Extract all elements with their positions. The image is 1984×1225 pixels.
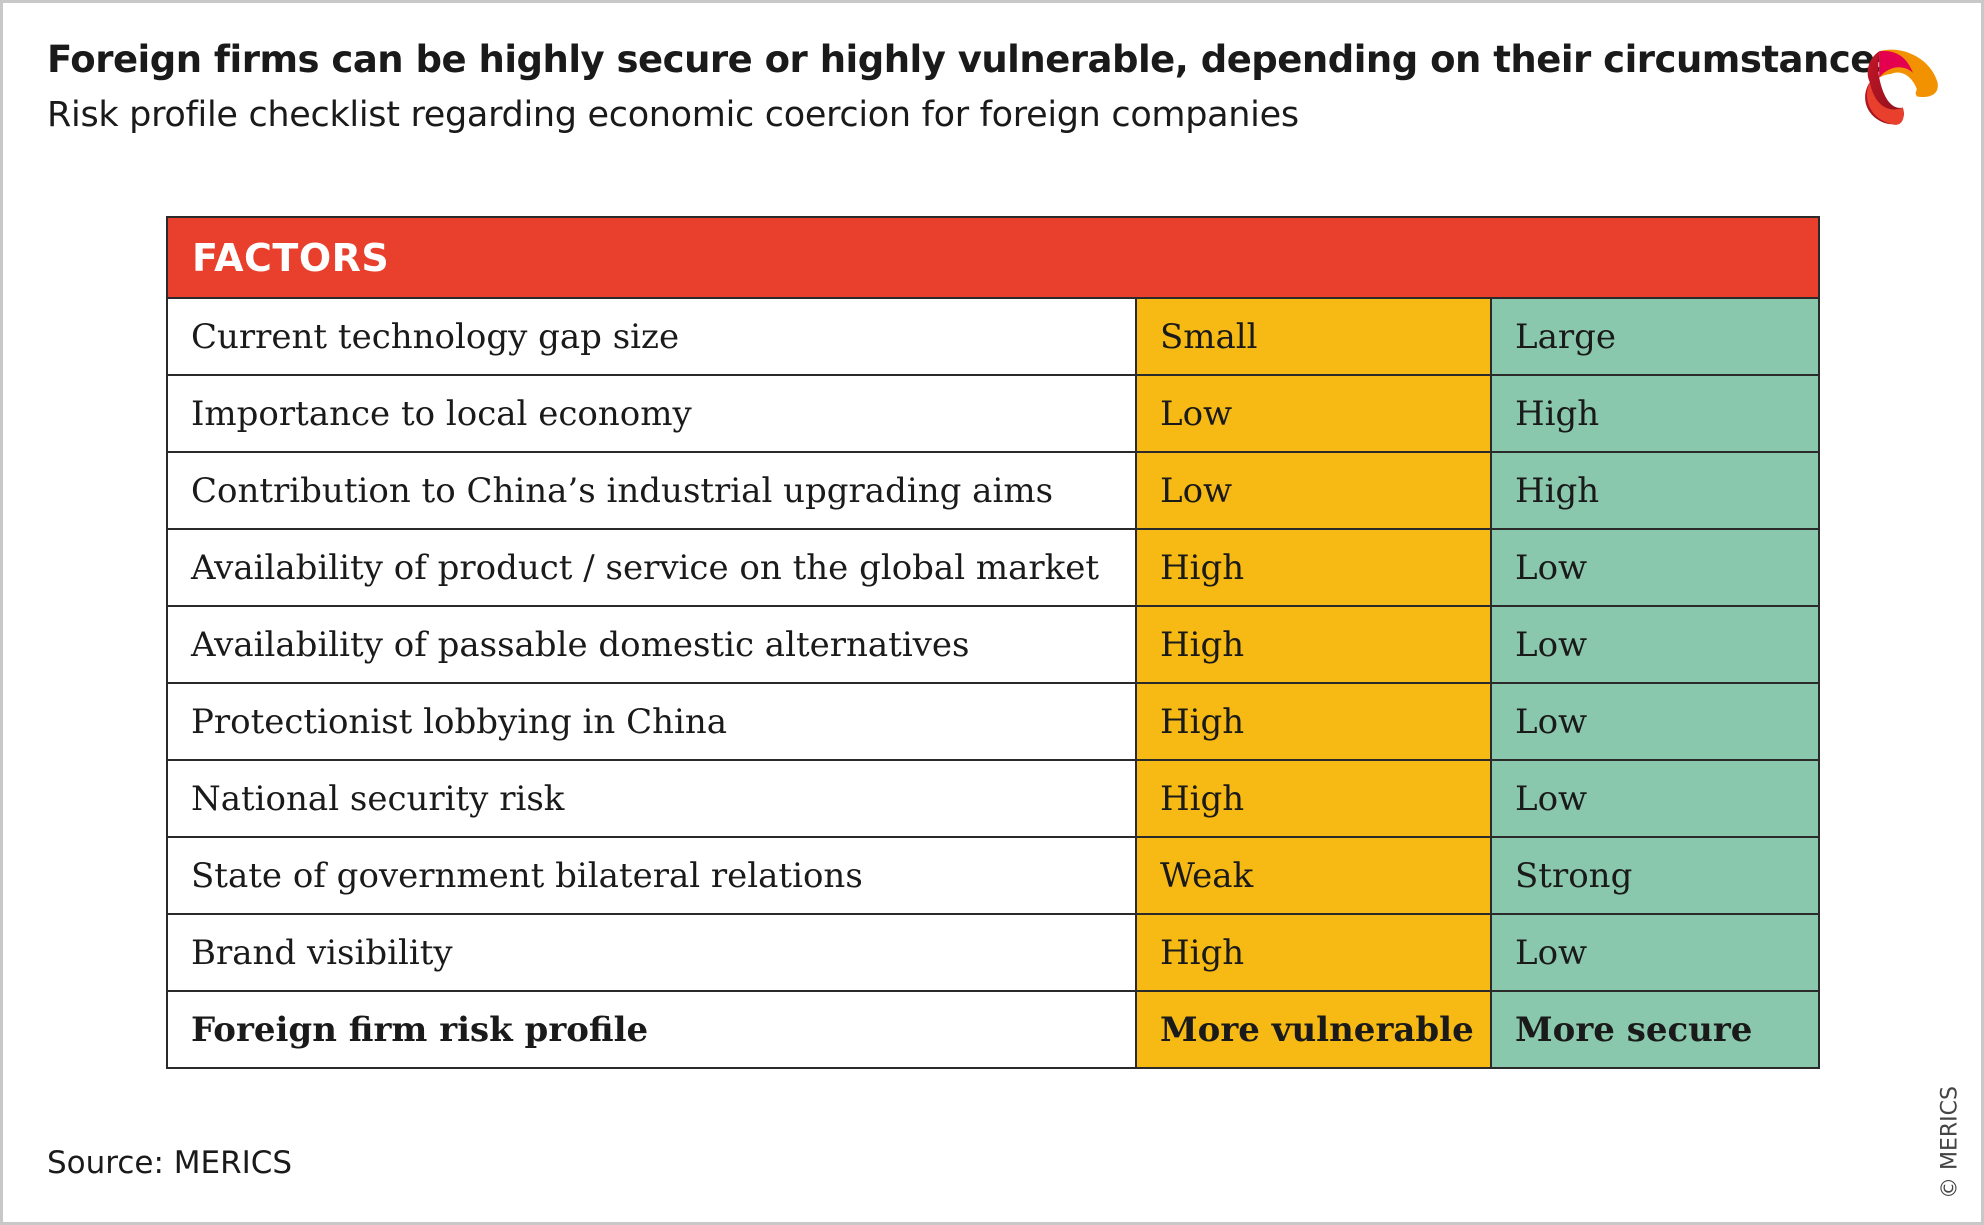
copyright-note: © MERICS xyxy=(1937,1086,1963,1199)
factor-cell: Importance to local economy xyxy=(166,374,1137,453)
vulnerable-cell: High xyxy=(1135,913,1492,992)
vulnerable-cell: More vulnerable xyxy=(1135,990,1492,1069)
secure-cell: Low xyxy=(1490,528,1820,607)
factor-cell: Brand visibility xyxy=(166,913,1137,992)
table-row: National security risk High Low xyxy=(166,759,1820,838)
factor-cell: Availability of passable domestic altern… xyxy=(166,605,1137,684)
table-row: Availability of product / service on the… xyxy=(166,528,1820,607)
table-row: Importance to local economy Low High xyxy=(166,374,1820,453)
factor-cell: State of government bilateral relations xyxy=(166,836,1137,915)
vulnerable-cell: High xyxy=(1135,759,1492,838)
merics-logo-icon xyxy=(1865,49,1938,125)
secure-cell: More secure xyxy=(1490,990,1820,1069)
factor-cell: Current technology gap size xyxy=(166,297,1137,376)
vulnerable-cell: High xyxy=(1135,605,1492,684)
factor-cell: Contribution to China’s industrial upgra… xyxy=(166,451,1137,530)
factor-cell: National security risk xyxy=(166,759,1137,838)
factor-cell: Availability of product / service on the… xyxy=(166,528,1137,607)
secure-cell: High xyxy=(1490,374,1820,453)
secure-cell: Strong xyxy=(1490,836,1820,915)
table-header-factors: FACTORS xyxy=(167,217,1819,298)
secure-cell: Large xyxy=(1490,297,1820,376)
vulnerable-cell: Small xyxy=(1135,297,1492,376)
secure-cell: Low xyxy=(1490,913,1820,992)
factor-cell: Protectionist lobbying in China xyxy=(166,682,1137,761)
secure-cell: Low xyxy=(1490,605,1820,684)
table-row: Contribution to China’s industrial upgra… xyxy=(166,451,1820,530)
vulnerable-cell: Weak xyxy=(1135,836,1492,915)
table-row: Brand visibility High Low xyxy=(166,913,1820,992)
vulnerable-cell: High xyxy=(1135,528,1492,607)
table-row: Protectionist lobbying in China High Low xyxy=(166,682,1820,761)
table-row: Current technology gap size Small Large xyxy=(166,297,1820,376)
vulnerable-cell: High xyxy=(1135,682,1492,761)
chart-subtitle: Risk profile checklist regarding economi… xyxy=(47,95,1299,135)
risk-profile-table: FACTORS Current technology gap size Small… xyxy=(166,216,1820,1069)
secure-cell: Low xyxy=(1490,682,1820,761)
source-note: Source: MERICS xyxy=(47,1145,293,1181)
chart-title: Foreign firms can be highly secure or hi… xyxy=(47,38,1897,81)
secure-cell: Low xyxy=(1490,759,1820,838)
vulnerable-cell: Low xyxy=(1135,451,1492,530)
summary-row: Foreign firm risk profile More vulnerable… xyxy=(166,990,1820,1069)
table-row: Availability of passable domestic altern… xyxy=(166,605,1820,684)
table-row: State of government bilateral relations W… xyxy=(166,836,1820,915)
secure-cell: High xyxy=(1490,451,1820,530)
factor-cell: Foreign firm risk profile xyxy=(166,990,1137,1069)
vulnerable-cell: Low xyxy=(1135,374,1492,453)
